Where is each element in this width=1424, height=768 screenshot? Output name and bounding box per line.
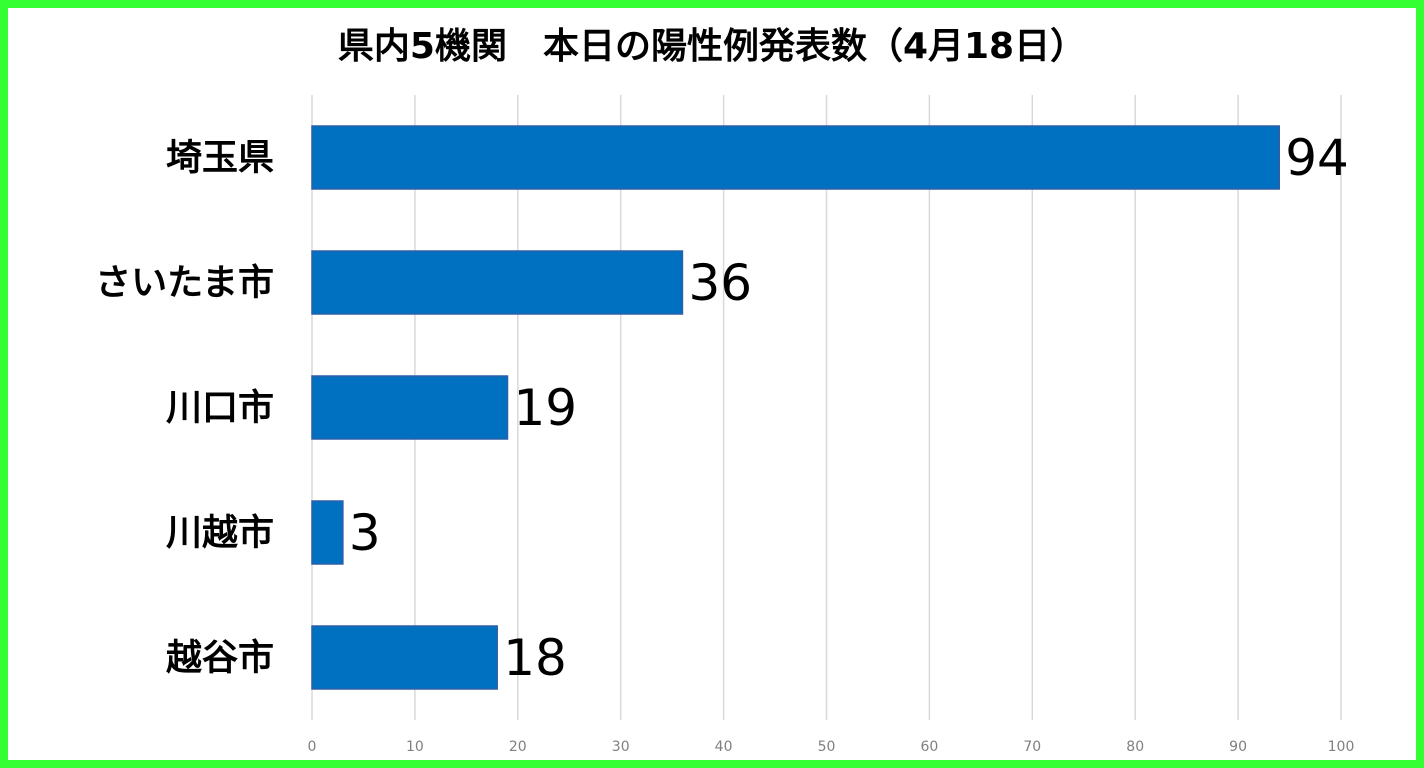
data-label: 18 bbox=[503, 629, 567, 687]
bar bbox=[311, 500, 344, 565]
x-tick-label: 10 bbox=[406, 739, 424, 755]
x-tick-label: 60 bbox=[920, 739, 938, 755]
bar bbox=[311, 250, 684, 315]
chart-title: 県内5機関 本日の陽性例発表数（4月18日） bbox=[338, 26, 1086, 67]
x-tick-label: 90 bbox=[1229, 739, 1247, 755]
bar bbox=[311, 625, 498, 690]
bar bbox=[311, 125, 1281, 190]
data-label: 19 bbox=[514, 379, 578, 437]
x-tick-label: 0 bbox=[308, 739, 317, 755]
x-tick-label: 100 bbox=[1328, 739, 1355, 755]
x-tick-label: 80 bbox=[1126, 739, 1144, 755]
data-label: 94 bbox=[1285, 129, 1349, 187]
y-tick-label: 埼玉県 bbox=[166, 138, 274, 179]
x-tick-label: 50 bbox=[818, 739, 836, 755]
x-tick-label: 20 bbox=[509, 739, 527, 755]
x-tick-label: 40 bbox=[715, 739, 733, 755]
data-label: 3 bbox=[349, 504, 381, 562]
data-label: 36 bbox=[688, 254, 752, 312]
x-tick-label: 30 bbox=[612, 739, 630, 755]
x-tick-label: 70 bbox=[1023, 739, 1041, 755]
y-tick-label: さいたま市 bbox=[95, 263, 274, 304]
bar bbox=[311, 375, 509, 440]
y-tick-label: 川越市 bbox=[166, 513, 274, 554]
y-tick-label: 越谷市 bbox=[166, 638, 274, 679]
y-tick-label: 川口市 bbox=[166, 388, 274, 429]
